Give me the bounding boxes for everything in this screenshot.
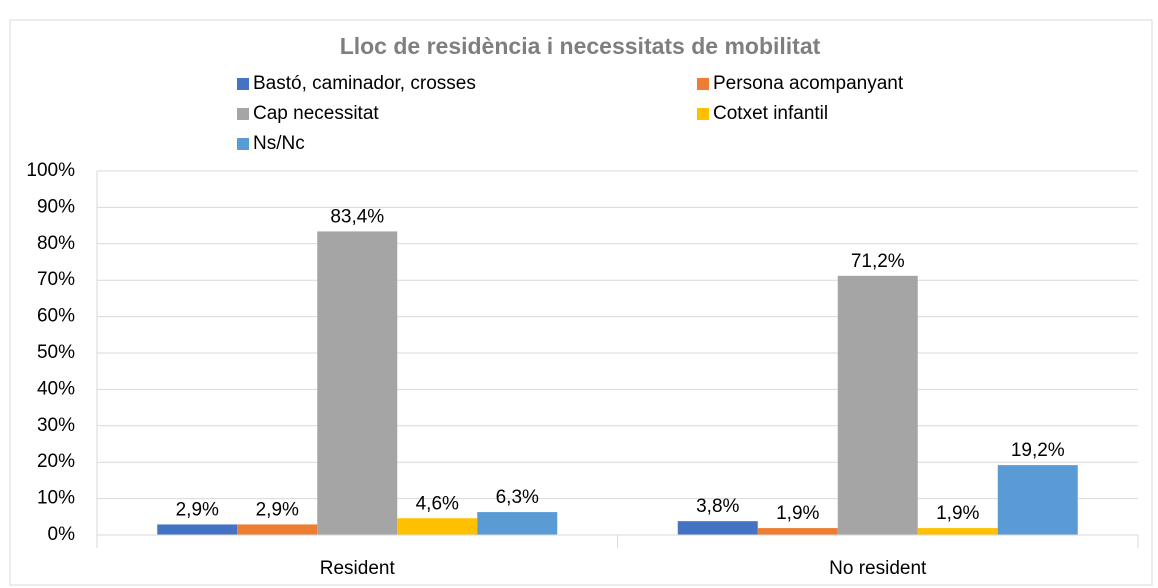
data-label: 1,9%	[776, 503, 819, 524]
legend-label: Ns/Nc	[253, 133, 305, 154]
legend-swatch	[697, 78, 709, 90]
legend-label: Cap necessitat	[253, 103, 379, 124]
y-tick-label: 50%	[37, 342, 75, 363]
chart-title: Lloc de residència i necessitats de mobi…	[340, 33, 821, 59]
y-tick-label: 70%	[37, 269, 75, 290]
data-label: 2,9%	[256, 499, 299, 520]
legend-swatch	[237, 78, 249, 90]
data-label: 1,9%	[936, 503, 979, 524]
legend-label: Cotxet infantil	[713, 103, 828, 124]
bar	[477, 512, 558, 535]
data-label: 2,9%	[176, 499, 219, 520]
y-tick-label: 10%	[37, 488, 75, 509]
bar	[677, 521, 758, 535]
bar	[997, 465, 1078, 535]
bar	[397, 518, 478, 535]
data-label: 4,6%	[416, 493, 459, 514]
x-tick-label: No resident	[829, 558, 927, 579]
data-label: 19,2%	[1011, 440, 1065, 461]
bar	[917, 528, 998, 535]
legend-swatch	[237, 138, 249, 150]
bar	[237, 524, 318, 535]
y-tick-label: 100%	[26, 160, 75, 181]
chart-border	[9, 19, 1153, 586]
x-tick-label: Resident	[320, 558, 396, 579]
bar	[837, 275, 918, 535]
y-tick-label: 90%	[37, 196, 75, 217]
legend-label: Bastó, caminador, crosses	[253, 73, 476, 94]
y-tick-label: 20%	[37, 451, 75, 472]
y-tick-label: 60%	[37, 306, 75, 327]
bar	[317, 231, 398, 535]
bar	[157, 524, 238, 535]
bar	[757, 528, 838, 535]
data-label: 3,8%	[696, 496, 739, 517]
legend-label: Persona acompanyant	[713, 73, 904, 94]
y-tick-label: 40%	[37, 378, 75, 399]
legend-swatch	[697, 108, 709, 120]
data-label: 71,2%	[851, 251, 905, 272]
y-tick-label: 80%	[37, 233, 75, 254]
y-tick-label: 30%	[37, 415, 75, 436]
data-label: 6,3%	[496, 487, 539, 508]
legend-swatch	[237, 108, 249, 120]
y-tick-label: 0%	[48, 524, 76, 545]
data-label: 83,4%	[330, 206, 384, 227]
